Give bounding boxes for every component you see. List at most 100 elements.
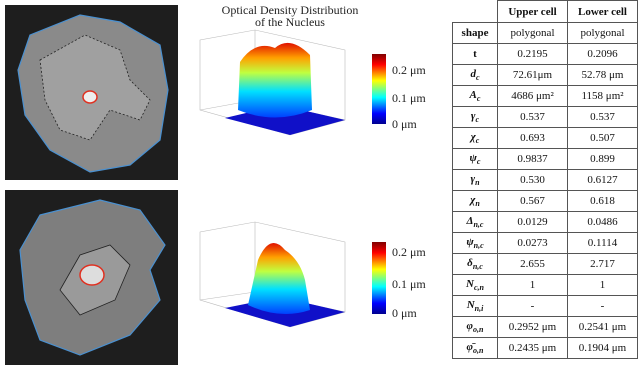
plot-title: Optical Density Distribution	[222, 3, 359, 17]
table-cell: 0.0129	[497, 211, 568, 233]
subscript: c	[476, 94, 481, 104]
table-cell: 0.0486	[567, 211, 638, 233]
symbol: ψ	[469, 151, 477, 164]
table-cell: 72.61μm	[497, 64, 568, 86]
table-row: γn 0.530 0.6127	[452, 169, 638, 191]
symbol: φ	[466, 319, 473, 332]
subscript: o,n	[472, 325, 484, 335]
row-label: Nc,n	[452, 274, 498, 296]
symbol: γ	[470, 109, 476, 122]
surface-plot-upper	[199, 29, 346, 136]
table-row: ψc 0.9837 0.899	[452, 148, 638, 170]
table-cell: 2.655	[497, 253, 568, 275]
symbol: shape	[461, 27, 489, 39]
symbol: Δ	[466, 214, 474, 227]
colorbar-tick: 0 μm	[392, 117, 417, 131]
subscript: c	[475, 73, 480, 83]
table-row: t 0.2195 0.2096	[452, 43, 638, 65]
corner	[452, 0, 498, 23]
row-label: γn	[452, 169, 498, 191]
row-label: Ac	[452, 85, 498, 107]
plot-title: of the Nucleus	[255, 15, 325, 29]
colorbar-tick: 0.1 μm	[392, 91, 426, 105]
symbol: d	[470, 67, 476, 80]
table-cell: 0.6127	[567, 169, 638, 191]
subscript: c,n	[473, 283, 484, 293]
table-cell: 0.693	[497, 127, 568, 149]
subscript: o,n	[472, 346, 484, 356]
row-label: shape	[452, 22, 498, 44]
row-label: Nn,i	[452, 295, 498, 317]
table-row: ψn,c 0.0273 0.1114	[452, 232, 638, 254]
subscript: n	[475, 178, 480, 188]
row-label: t	[452, 43, 498, 65]
upper-cell-image	[5, 5, 178, 180]
surface-plot-lower	[199, 221, 346, 328]
symbol: N	[466, 298, 475, 311]
colorbar-tick: 0.2 μm	[392, 245, 426, 259]
row-label: δn,c	[452, 253, 498, 275]
symbol: ψ	[466, 235, 474, 248]
colorbar	[372, 54, 386, 124]
table-row: χn 0.567 0.618	[452, 190, 638, 212]
table-row: Δn,c 0.0129 0.0486	[452, 211, 638, 233]
table-cell: 1	[497, 274, 568, 296]
table-row: φo,n 0.2952 μm 0.2541 μm	[452, 316, 638, 338]
table-row: γc 0.537 0.537	[452, 106, 638, 128]
column-header: Upper cell	[497, 0, 568, 23]
subscript: n,c	[473, 220, 484, 230]
table-cell: -	[567, 295, 638, 317]
table-cell: 2.717	[567, 253, 638, 275]
header-row: Upper cell Lower cell	[452, 0, 638, 23]
table-cell: 1	[567, 274, 638, 296]
table-row: φ̄o,n 0.2435 μm 0.1904 μm	[452, 337, 638, 359]
table-cell: 0.2541 μm	[567, 316, 638, 338]
subscript: c	[475, 115, 480, 125]
subscript: n	[475, 199, 480, 209]
row-label: ψn,c	[452, 232, 498, 254]
colorbar-tick: 0.2 μm	[392, 63, 426, 77]
row-label: Δn,c	[452, 211, 498, 233]
table-row: χc 0.693 0.507	[452, 127, 638, 149]
subscript: n,i	[474, 304, 484, 314]
symbol: N	[466, 277, 474, 290]
table-cell: 0.1114	[567, 232, 638, 254]
symbol: χ	[470, 130, 476, 143]
colorbar	[372, 242, 386, 314]
symbol: δ	[467, 256, 473, 269]
table-cell: 0.1904 μm	[567, 337, 638, 359]
lower-cell-image	[5, 190, 178, 365]
row-label: φ̄o,n	[452, 337, 498, 359]
table-cell: 0.2195	[497, 43, 568, 65]
row-label: ψc	[452, 148, 498, 170]
symbol: t	[473, 48, 477, 60]
symbol: φ̄	[466, 340, 473, 353]
table-cell: 0.2435 μm	[497, 337, 568, 359]
symbol: χ	[470, 193, 476, 206]
parameter-table: Upper cell Lower cell shape polygonal poly…	[452, 0, 638, 359]
table-cell: 1158 μm²	[567, 85, 638, 107]
row-label: φo,n	[452, 316, 498, 338]
subscript: c	[475, 136, 480, 146]
table-cell: 0.899	[567, 148, 638, 170]
table-cell: 0.537	[567, 106, 638, 128]
table-cell: 52.78 μm	[567, 64, 638, 86]
table-cell: 0.2096	[567, 43, 638, 65]
subscript: c	[476, 157, 481, 167]
symbol: A	[469, 88, 477, 101]
row-label: dc	[452, 64, 498, 86]
table-cell: polygonal	[497, 22, 568, 44]
table-cell: 0.537	[497, 106, 568, 128]
table-cell: 0.0273	[497, 232, 568, 254]
colorbar-tick: 0 μm	[392, 306, 417, 320]
table-row: dc 72.61μm 52.78 μm	[452, 64, 638, 86]
row-label: γc	[452, 106, 498, 128]
table-cell: 0.507	[567, 127, 638, 149]
table-row: δn,c 2.655 2.717	[452, 253, 638, 275]
colorbar-tick: 0.1 μm	[392, 277, 426, 291]
table-cell: 0.567	[497, 190, 568, 212]
subscript: n,c	[472, 262, 483, 272]
table-cell: polygonal	[567, 22, 638, 44]
